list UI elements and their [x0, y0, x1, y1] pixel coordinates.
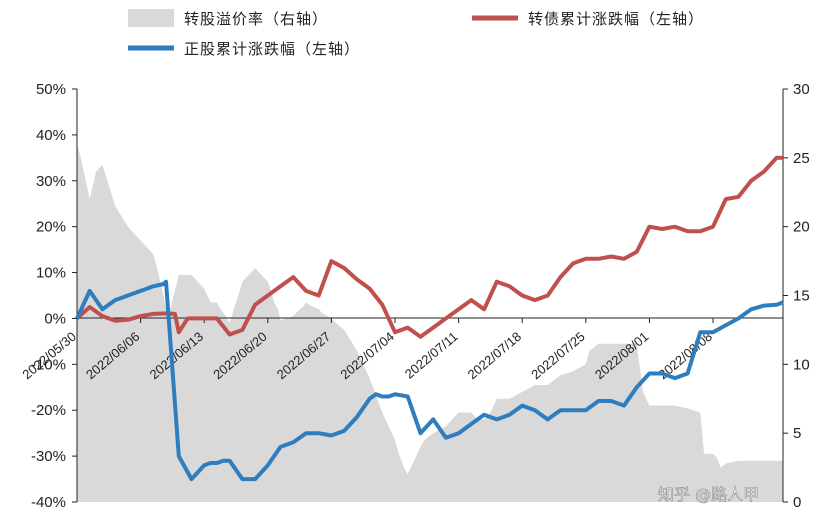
right-tick-label: 0 — [793, 494, 801, 511]
left-tick-label: -40% — [31, 494, 66, 511]
watermark-text: 知乎 @路人甲 — [658, 485, 759, 504]
right-tick-label: 5 — [793, 425, 801, 442]
left-tick-label: 30% — [36, 173, 66, 190]
legend: 转股溢价率（右轴） 转债累计涨跌幅（左轴） 正股累计涨跌幅（左轴） — [128, 9, 704, 58]
right-tick-label: 15 — [793, 288, 810, 305]
left-axis-ticks: 50% 40% 30% 20% 10% 0% -10% -20% -30% -40% — [31, 81, 77, 511]
left-tick-label: 40% — [36, 127, 66, 144]
premium-area-layer — [77, 144, 783, 502]
right-tick-label: 30 — [793, 81, 810, 98]
legend-label: 转债累计涨跌幅（左轴） — [528, 10, 704, 28]
right-tick-label: 10 — [793, 356, 810, 373]
left-tick-label: 50% — [36, 81, 66, 98]
right-tick-label: 25 — [793, 150, 810, 167]
x-tick-label: 2022/05/30 — [19, 329, 78, 382]
right-axis-ticks: 30 25 20 15 10 5 0 — [783, 81, 810, 511]
x-tick-label: 2022/07/11 — [402, 329, 461, 382]
left-tick-label: 0% — [44, 310, 66, 327]
x-tick-label: 2022/07/18 — [465, 329, 524, 382]
stock-return-line — [75, 279, 784, 482]
legend-label: 正股累计涨跌幅（左轴） — [184, 40, 360, 58]
right-tick-label: 20 — [793, 219, 810, 236]
left-tick-label: 20% — [36, 219, 66, 236]
cb-return-line — [75, 155, 783, 339]
left-tick-label: 10% — [36, 265, 66, 282]
legend-swatch-premium — [128, 9, 174, 27]
series-line-layer — [75, 155, 784, 482]
left-tick-label: -20% — [31, 402, 66, 419]
premium-area — [77, 144, 783, 502]
left-tick-label: -10% — [31, 356, 66, 373]
legend-label: 转股溢价率（右轴） — [184, 10, 328, 28]
left-tick-label: -30% — [31, 448, 66, 465]
